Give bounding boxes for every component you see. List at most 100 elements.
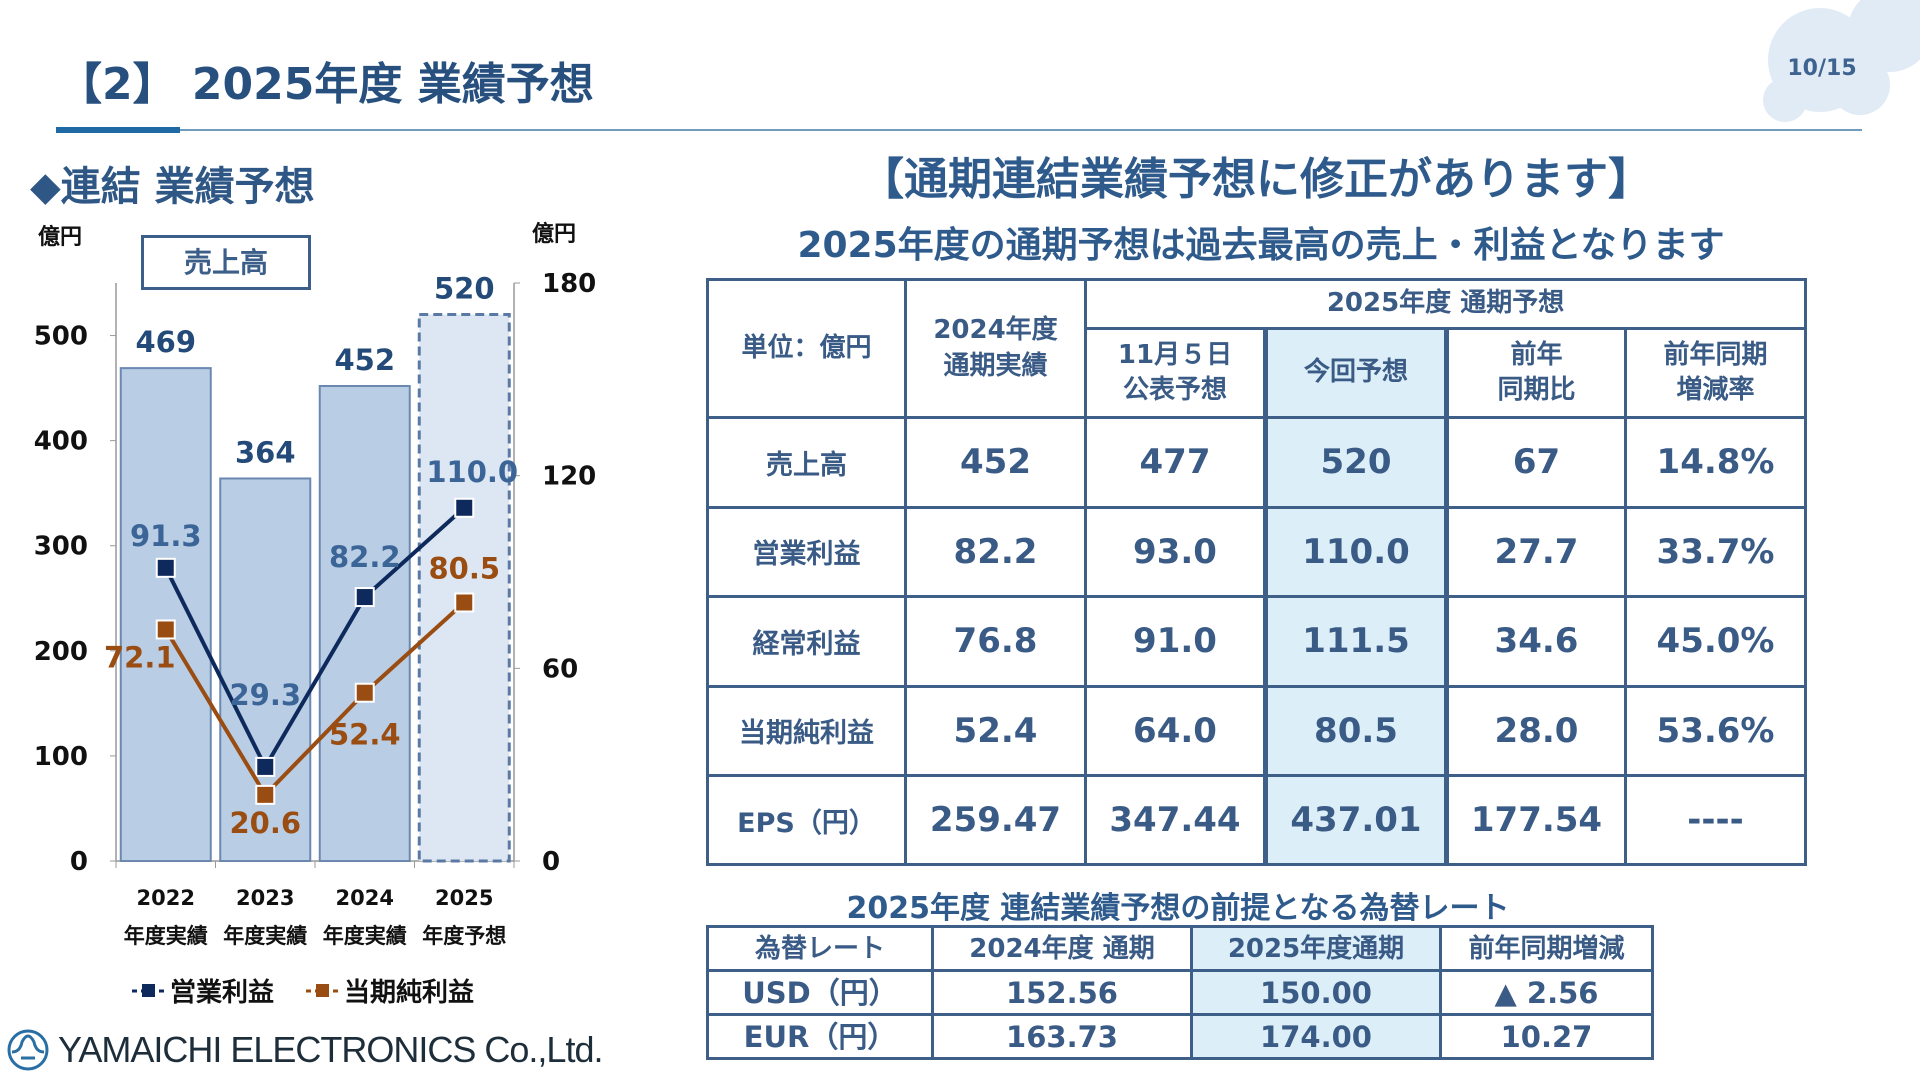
fx-currency: EUR（円） <box>706 1013 934 1060</box>
table-cell: ---- <box>1623 774 1808 866</box>
current-forecast-header: 今回予想 <box>1263 327 1449 419</box>
sales-legend-box: 売上高 <box>141 235 311 290</box>
table-cell: 53.6% <box>1623 684 1808 777</box>
left-tick-label: 100 <box>34 742 88 772</box>
table-cell: 82.2 <box>904 505 1087 598</box>
category-sublabel: 年度実績 <box>323 924 407 948</box>
right-tick-label: 180 <box>542 269 596 299</box>
fx-row: EUR（円） 163.73 174.00 10.27 <box>706 1013 1654 1060</box>
left-tick-label: 200 <box>34 637 88 667</box>
table-cell: 14.8% <box>1623 416 1808 509</box>
yoy-rate-header: 前年同期 増減率 <box>1623 327 1808 419</box>
category-label: 2022 <box>137 886 195 910</box>
right-axis-unit: 億円 <box>532 222 577 247</box>
table-cell: 111.5 <box>1263 595 1449 688</box>
chart-legend: 営業利益 当期純利益 <box>130 972 474 1009</box>
series-marker <box>255 756 276 777</box>
right-tick-label: 60 <box>542 654 578 684</box>
series-marker <box>255 784 276 805</box>
sales-bar-label: 452 <box>334 343 395 377</box>
table-cell: 33.7% <box>1623 505 1808 598</box>
legend-label: 営業利益 <box>170 978 275 1008</box>
series-data-label: 80.5 <box>428 552 500 586</box>
series-data-label: 20.6 <box>229 806 301 840</box>
fx-table: 為替レート 2024年度 通期 2025年度通期 前年同期増減 USD（円） 15… <box>706 925 1654 1060</box>
legend-marker-icon <box>306 983 339 997</box>
title-divider-accent <box>56 127 180 133</box>
table-cell: 93.0 <box>1084 505 1267 598</box>
fx-cell: 174.00 <box>1190 1013 1442 1060</box>
series-marker <box>155 557 176 578</box>
sales-bar-label: 520 <box>434 272 495 306</box>
sales-bar <box>417 313 511 863</box>
series-data-label: 110.0 <box>426 455 518 489</box>
table-cell: 34.6 <box>1445 595 1627 688</box>
table-cell: 259.47 <box>904 774 1087 866</box>
series-data-label: 82.2 <box>329 540 401 574</box>
logo-mark-icon <box>7 1029 49 1071</box>
row-label: 営業利益 <box>706 505 907 598</box>
table-cell: 64.0 <box>1084 684 1267 777</box>
row-label: EPS（円） <box>706 774 907 866</box>
table-cell: 177.54 <box>1445 774 1627 866</box>
row-label: 当期純利益 <box>706 684 907 777</box>
series-marker <box>454 497 475 518</box>
company-logo: YAMAICHI ELECTRONICS Co.,Ltd. <box>6 1028 603 1072</box>
fx-cell: ▲ 2.56 <box>1439 969 1654 1016</box>
fx-cell: 152.56 <box>931 969 1193 1016</box>
series-marker <box>454 592 475 613</box>
table-cell: 91.0 <box>1084 595 1267 688</box>
table-row: 経常利益 76.8 91.0 111.5 34.6 45.0% <box>706 595 1808 688</box>
right-tick-label: 120 <box>542 462 596 492</box>
table-cell: 437.01 <box>1263 774 1449 866</box>
table-cell: 520 <box>1263 416 1449 509</box>
left-tick-label: 500 <box>34 322 88 352</box>
subheadline: 2025年度の通期予想は過去最高の売上・利益となります <box>797 225 1725 266</box>
row-label: 経常利益 <box>706 595 907 688</box>
page-title: 【2】 2025年度 業績予想 <box>58 59 594 110</box>
sales-bar-label: 364 <box>235 435 296 469</box>
series-line-operating-profit <box>163 506 466 772</box>
headline: 【通期連結業績予想に修正があります】 <box>860 154 1652 205</box>
category-sublabel: 年度実績 <box>223 924 307 948</box>
forecast-table: 単位：億円 2024年度 通期実績 2025年度 通期予想 11月５日 公表予想… <box>706 278 1808 866</box>
series-marker <box>354 682 375 703</box>
left-tick-label: 400 <box>34 427 88 457</box>
category-sublabel: 年度予想 <box>422 924 506 948</box>
category-label: 2025 <box>435 886 493 910</box>
table-cell: 347.44 <box>1084 774 1267 866</box>
fx-cell: 163.73 <box>931 1013 1193 1060</box>
table-cell: 452 <box>904 416 1087 509</box>
actual-2024-header: 2024年度 通期実績 <box>904 278 1087 419</box>
legend-marker-icon <box>132 983 164 997</box>
title-divider <box>56 129 1862 131</box>
fx-header: 前年同期増減 <box>1439 925 1654 972</box>
nov5-forecast-header: 11月５日 公表予想 <box>1084 327 1267 419</box>
series-line-net-income <box>164 601 466 799</box>
table-cell: 110.0 <box>1263 505 1449 598</box>
legend-item-operating-profit: 営業利益 <box>130 972 274 1009</box>
page-number: 10/15 <box>1787 56 1857 81</box>
sales-bar <box>318 384 411 862</box>
table-cell: 52.4 <box>904 684 1087 777</box>
fx-header: 2025年度通期 <box>1190 925 1442 972</box>
table-row: EPS（円） 259.47 347.44 437.01 177.54 ---- <box>706 774 1808 866</box>
combo-chart: 0 100 200 300 400 500 0 60 120 180 2022 年度実績 2023 年度実… <box>34 269 597 948</box>
table-cell: 76.8 <box>904 595 1087 688</box>
decorative-blob <box>1763 0 1920 122</box>
series-data-label: 72.1 <box>104 640 176 674</box>
category-label: 2023 <box>236 886 294 910</box>
company-name: YAMAICHI ELECTRONICS Co.,Ltd. <box>58 1029 603 1070</box>
fx-cell: 10.27 <box>1439 1013 1654 1060</box>
table-row: 売上高 452 477 520 67 14.8% <box>706 416 1808 509</box>
table-row: 当期純利益 52.4 64.0 80.5 28.0 53.6% <box>706 684 1808 777</box>
table-cell: 67 <box>1445 416 1627 509</box>
table-row: 営業利益 82.2 93.0 110.0 27.7 33.7% <box>706 505 1808 598</box>
fx-row: USD（円） 152.56 150.00 ▲ 2.56 <box>706 969 1654 1016</box>
table-cell: 27.7 <box>1445 505 1627 598</box>
legend-item-net-income: 当期純利益 <box>304 972 474 1009</box>
table-cell: 80.5 <box>1263 684 1449 777</box>
sales-bar-label: 469 <box>135 325 196 359</box>
series-data-label: 91.3 <box>130 519 202 553</box>
table-cell: 477 <box>1084 416 1267 509</box>
